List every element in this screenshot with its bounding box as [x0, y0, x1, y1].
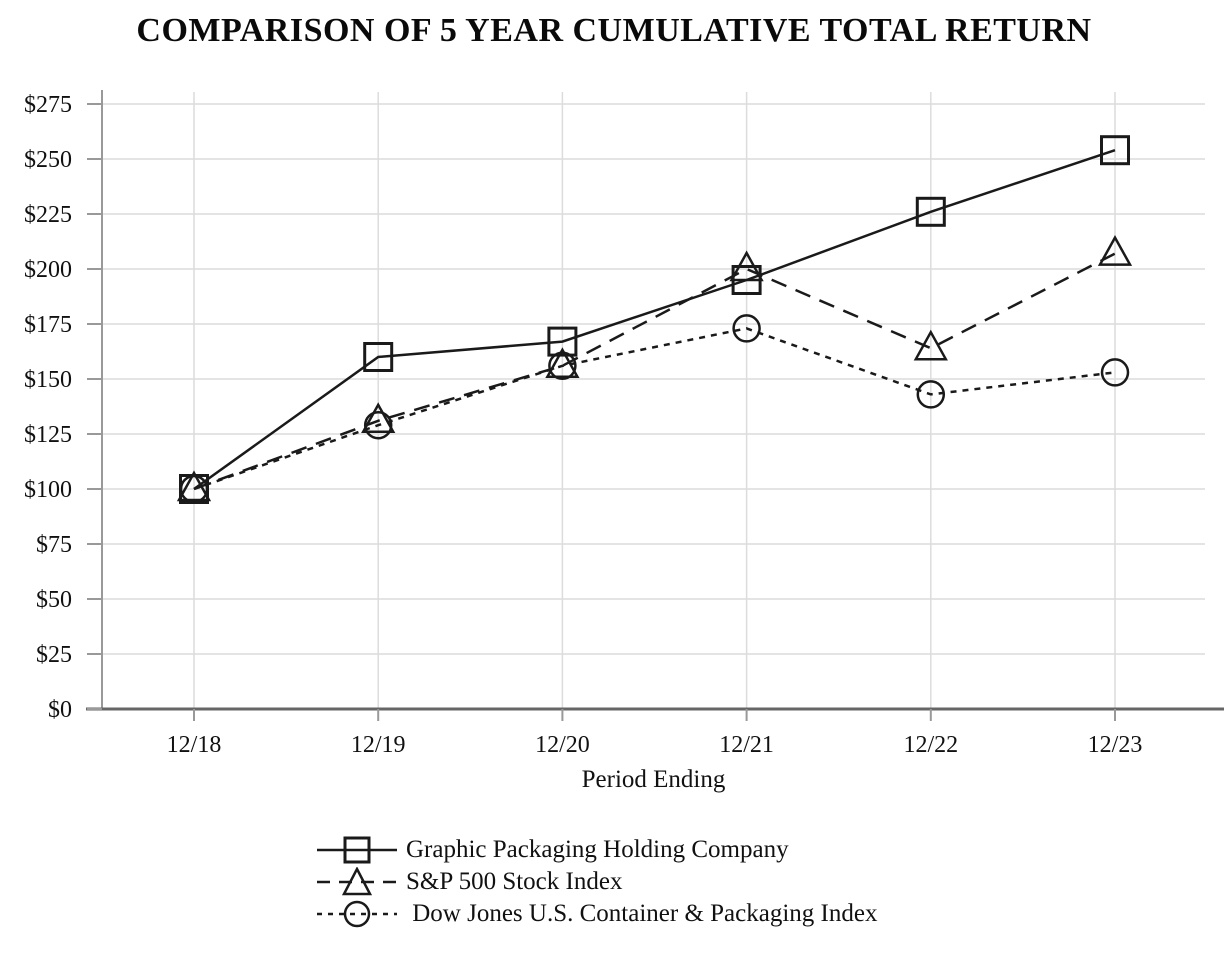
- marker-triangle: [729, 250, 764, 282]
- y-tick-label: $250: [24, 147, 72, 173]
- y-tick-label: $25: [36, 642, 72, 668]
- x-tick-label: 12/21: [719, 732, 774, 758]
- series-line-square: [193, 149, 1116, 491]
- y-tick-label: $125: [24, 422, 72, 448]
- y-tick-label: $150: [24, 367, 72, 393]
- chart-title: COMPARISON OF 5 YEAR CUMULATIVE TOTAL RE…: [136, 12, 1092, 49]
- y-tick-label: $225: [24, 202, 72, 228]
- y-tick-label: $100: [24, 477, 72, 503]
- legend-label-dow-jones: Dow Jones U.S. Container & Packaging Ind…: [406, 900, 878, 927]
- marker-circle: [1100, 358, 1130, 387]
- legend-row-sp500: S&P 500 Stock Index: [316, 866, 877, 898]
- legend-sample-solid-square-icon: [317, 836, 397, 864]
- marker-square: [1100, 135, 1130, 166]
- x-tick-label: 12/20: [535, 732, 590, 758]
- y-tick-label: $200: [24, 257, 72, 283]
- y-tick-label: $75: [36, 532, 72, 558]
- marker-square: [363, 342, 394, 372]
- marker-circle: [179, 474, 209, 504]
- y-tick-label: $50: [36, 587, 72, 613]
- legend-label-graphic-packaging: Graphic Packaging Holding Company: [406, 836, 789, 863]
- marker-triangle: [176, 470, 212, 502]
- x-tick-label: 12/19: [351, 732, 406, 758]
- marker-triangle: [1097, 235, 1133, 266]
- y-tick-label: $0: [48, 697, 72, 723]
- legend-row-dow-jones: Dow Jones U.S. Container & Packaging Ind…: [316, 898, 877, 930]
- legend-sample-dot-circle-icon: [317, 900, 397, 928]
- legend: Graphic Packaging Holding Company S&P 50…: [316, 834, 877, 930]
- legend-label-sp500: S&P 500 Stock Index: [406, 868, 623, 895]
- legend-row-graphic-packaging: Graphic Packaging Holding Company: [316, 834, 877, 866]
- plot-area: $0 $25 $50 $75 $100 $125 $150 $175 $200 $225 $250 $…: [24, 90, 1224, 758]
- x-axis-title: Period Ending: [581, 766, 726, 793]
- marker-circle: [363, 410, 393, 440]
- x-tick-label: 12/23: [1088, 732, 1143, 758]
- marker-triangle: [361, 402, 396, 434]
- series-line-circle: [193, 327, 1116, 491]
- legend-sample-dash-triangle-icon: [317, 867, 397, 896]
- x-tick-label: 12/22: [903, 732, 958, 758]
- x-tick-label: 12/18: [167, 732, 222, 758]
- marker-square: [915, 196, 946, 227]
- marker-square: [547, 326, 578, 357]
- marker-circle: [548, 351, 577, 381]
- marker-circle: [732, 314, 761, 343]
- y-tick-label: $275: [24, 92, 72, 118]
- y-tick-label: $175: [24, 312, 72, 338]
- marker-circle: [916, 380, 946, 409]
- marker-triangle: [913, 329, 948, 361]
- series-line-triangle: [193, 252, 1116, 491]
